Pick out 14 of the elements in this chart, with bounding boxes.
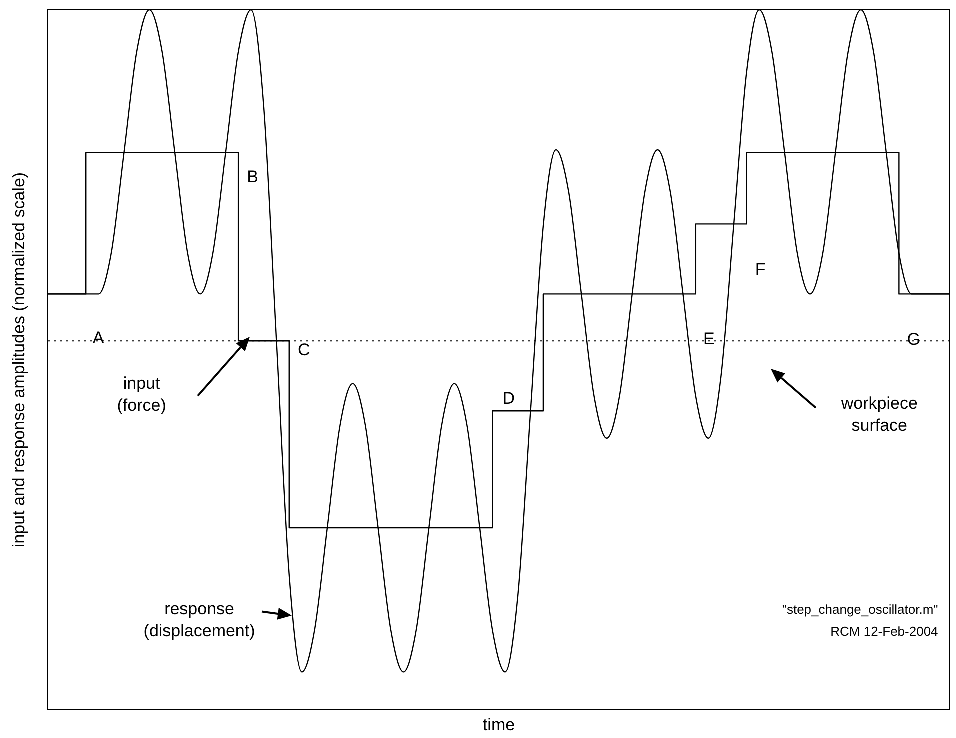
annotation: response (displacement)	[144, 600, 256, 641]
annotation: A	[92, 328, 105, 348]
annotation: input (force)	[117, 374, 166, 416]
annotation: "step_change_oscillator.m"	[782, 602, 939, 618]
annotation: F	[755, 260, 766, 280]
annotation: G	[907, 330, 921, 350]
ref-line-label: workpiece surface	[840, 394, 918, 435]
x-axis-title: time	[482, 716, 516, 735]
annotation: D	[502, 388, 516, 408]
annotation: E	[703, 329, 715, 348]
annotation: B	[247, 168, 258, 187]
annotation: C	[298, 340, 310, 360]
y-axis-title: input and response amplitudes (normalized scale)	[10, 172, 29, 548]
annotation: RCM 12-Feb-2004	[830, 624, 938, 639]
